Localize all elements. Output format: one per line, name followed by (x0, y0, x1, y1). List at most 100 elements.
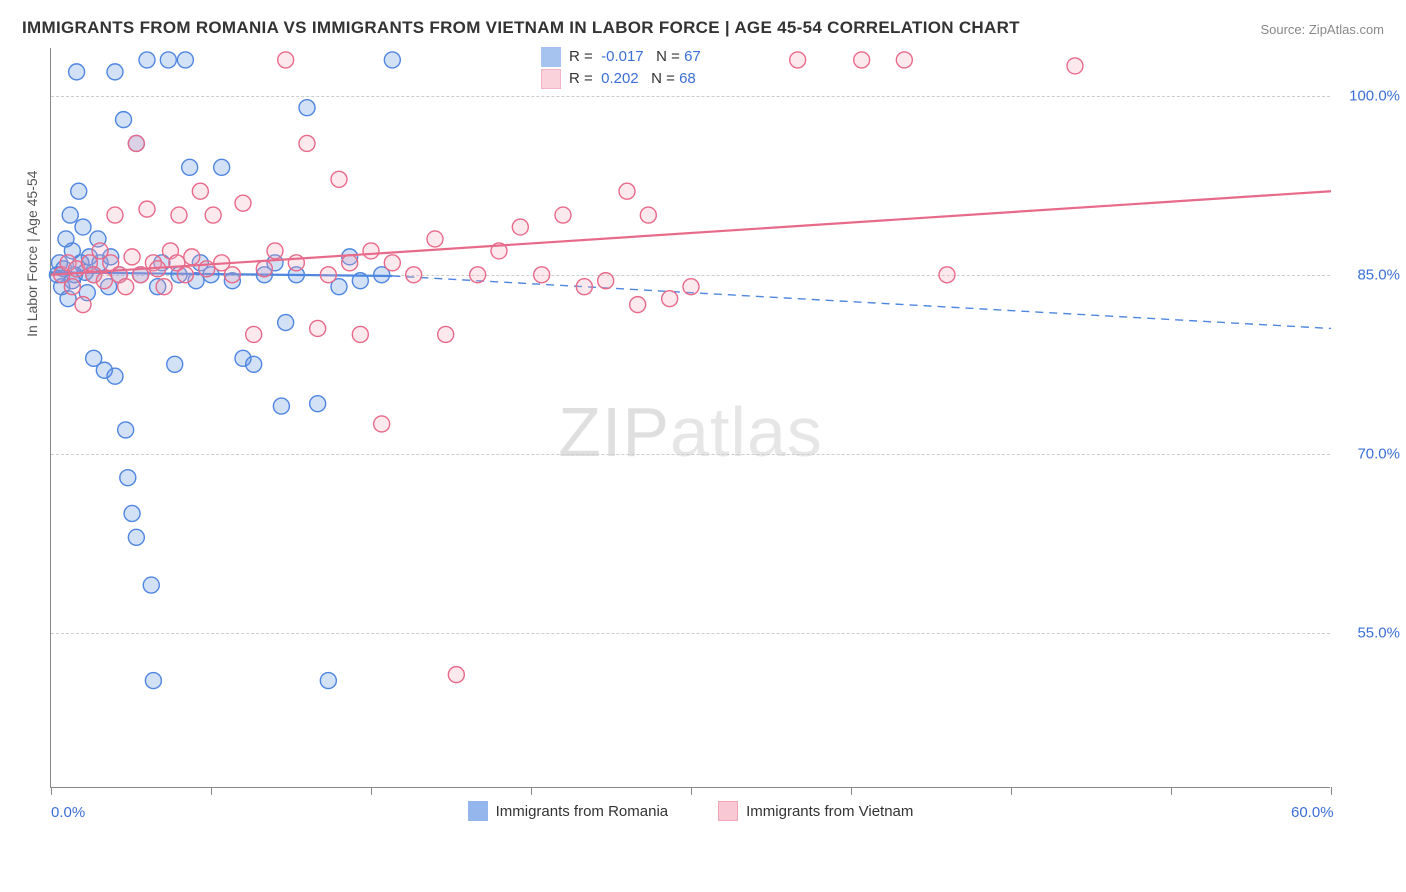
data-point (107, 64, 123, 80)
data-point (790, 52, 806, 68)
swatch-vietnam (541, 69, 561, 89)
r-value-romania: -0.017 (601, 48, 644, 65)
x-tick-label: 60.0% (1291, 804, 1334, 821)
data-point (214, 159, 230, 175)
plot-area: ZIPatlas 55.0%70.0%85.0%100.0% R = -0.01… (50, 48, 1330, 788)
trend-line-extrapolated (392, 276, 1331, 329)
data-point (224, 267, 240, 283)
bottom-legend: Immigrants from Romania Immigrants from … (51, 801, 1330, 821)
legend-row-romania: R = -0.017 N = 67 (541, 46, 701, 68)
x-tick (691, 787, 692, 795)
data-point (427, 231, 443, 247)
x-tick (531, 787, 532, 795)
data-point (273, 398, 289, 414)
data-point (374, 416, 390, 432)
data-point (470, 267, 486, 283)
data-point (310, 320, 326, 336)
swatch-icon (468, 801, 488, 821)
data-point (576, 279, 592, 295)
data-point (205, 207, 221, 223)
x-tick-label: 0.0% (51, 804, 85, 821)
legend-row-vietnam: R = 0.202 N = 68 (541, 68, 701, 90)
data-point (192, 183, 208, 199)
y-tick-label: 55.0% (1340, 624, 1400, 641)
data-point (246, 326, 262, 342)
y-tick-label: 100.0% (1340, 87, 1400, 104)
bottom-legend-romania: Immigrants from Romania (468, 801, 669, 821)
data-point (107, 207, 123, 223)
data-point (145, 673, 161, 689)
chart-title: IMMIGRANTS FROM ROMANIA VS IMMIGRANTS FR… (22, 18, 1020, 38)
data-point (683, 279, 699, 295)
data-point (118, 279, 134, 295)
y-tick-label: 85.0% (1340, 266, 1400, 283)
data-point (128, 529, 144, 545)
data-point (640, 207, 656, 223)
data-point (69, 64, 85, 80)
data-point (71, 183, 87, 199)
data-point (555, 207, 571, 223)
data-point (167, 356, 183, 372)
data-point (139, 52, 155, 68)
data-point (96, 273, 112, 289)
data-point (64, 279, 80, 295)
data-point (598, 273, 614, 289)
legend-stat-vietnam: R = 0.202 N = 68 (569, 68, 696, 90)
y-axis-title: In Labor Force | Age 45-54 (24, 171, 40, 337)
data-point (177, 52, 193, 68)
data-point (299, 100, 315, 116)
data-point (662, 291, 678, 307)
data-point (107, 368, 123, 384)
data-point (299, 135, 315, 151)
data-point (448, 667, 464, 683)
data-point (384, 52, 400, 68)
data-point (177, 267, 193, 283)
data-point (246, 356, 262, 372)
data-point (278, 52, 294, 68)
data-point (630, 297, 646, 313)
data-point (534, 267, 550, 283)
data-point (406, 267, 422, 283)
x-tick (1171, 787, 1172, 795)
data-point (156, 279, 172, 295)
x-tick (211, 787, 212, 795)
data-point (75, 219, 91, 235)
data-point (384, 255, 400, 271)
x-tick (1011, 787, 1012, 795)
x-tick (1331, 787, 1332, 795)
bottom-legend-label-romania: Immigrants from Romania (496, 803, 669, 820)
source-label: Source: ZipAtlas.com (1260, 22, 1384, 37)
data-point (512, 219, 528, 235)
data-point (124, 249, 140, 265)
data-point (278, 315, 294, 331)
data-point (320, 673, 336, 689)
data-point (235, 195, 251, 211)
data-point (331, 171, 347, 187)
data-point (118, 422, 134, 438)
data-point (320, 267, 336, 283)
bottom-legend-label-vietnam: Immigrants from Vietnam (746, 803, 913, 820)
data-point (75, 297, 91, 313)
data-point (342, 255, 358, 271)
data-point (139, 201, 155, 217)
n-value-vietnam: 68 (679, 70, 696, 87)
data-point (896, 52, 912, 68)
data-point (128, 135, 144, 151)
swatch-icon (718, 801, 738, 821)
data-point (267, 243, 283, 259)
data-point (854, 52, 870, 68)
data-point (1067, 58, 1083, 74)
data-point (124, 505, 140, 521)
correlation-legend: R = -0.017 N = 67 R = 0.202 N = 68 (541, 46, 701, 90)
swatch-romania (541, 47, 561, 67)
n-value-romania: 67 (684, 48, 701, 65)
x-tick (371, 787, 372, 795)
data-point (939, 267, 955, 283)
data-point (182, 159, 198, 175)
data-point (310, 396, 326, 412)
data-point (116, 112, 132, 128)
data-point (256, 261, 272, 277)
data-point (352, 326, 368, 342)
r-value-vietnam: 0.202 (601, 70, 639, 87)
bottom-legend-vietnam: Immigrants from Vietnam (718, 801, 913, 821)
